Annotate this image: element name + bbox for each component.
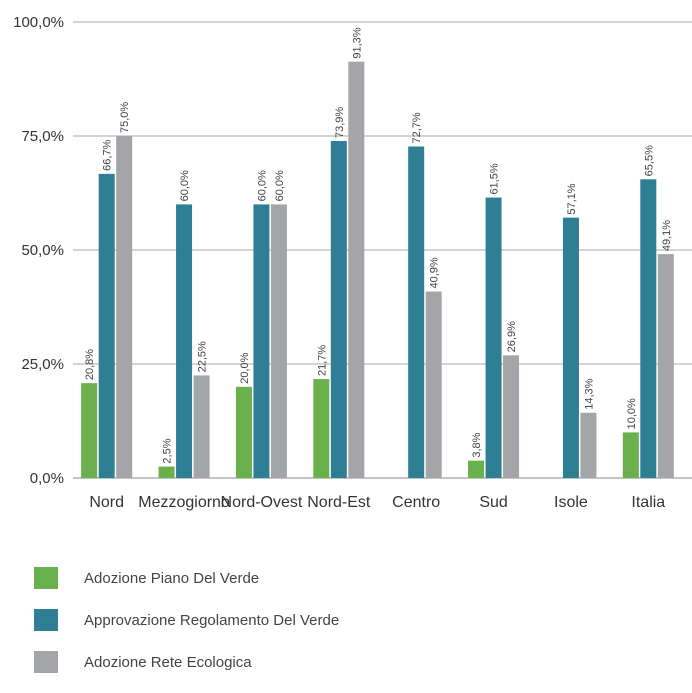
data-label: 20,8% (84, 349, 96, 380)
bar (116, 136, 133, 478)
x-tick-label: Mezzogiorno (138, 494, 230, 511)
legend-label-rete: Adozione Rete Ecologica (84, 653, 252, 671)
data-label: 73,9% (334, 107, 346, 138)
bar (640, 179, 657, 478)
legend-swatch-piano (34, 567, 58, 589)
x-tick-label: Sud (479, 494, 507, 511)
x-tick-label: Nord (89, 494, 124, 511)
x-tick-label: Nord-Ovest (221, 494, 303, 511)
bar (235, 386, 252, 478)
legend-label-piano: Adozione Piano Del Verde (84, 569, 260, 587)
data-label: 72,7% (411, 112, 423, 143)
data-label: 60,0% (179, 170, 191, 201)
data-label: 2,5% (162, 438, 174, 463)
data-label: 49,1% (661, 220, 673, 251)
y-tick-label: 100,0% (13, 14, 64, 31)
data-label: 10,0% (626, 398, 638, 429)
bar (270, 204, 287, 478)
data-label: 65,5% (643, 145, 655, 176)
y-tick-label: 75,0% (21, 128, 64, 145)
x-tick-label: Isole (554, 494, 588, 511)
bar-chart: 0,0% 25,0% 50,0% 75,0% 100,0% 20,8% 66,7% 75,0%… (13, 14, 692, 511)
legend-item-regolamento: Approvazione Regolamento Del Verde (34, 609, 339, 631)
bar (580, 412, 597, 478)
bar (330, 141, 347, 479)
legend-swatch-rete (34, 651, 58, 673)
data-label: 40,9% (429, 257, 441, 288)
x-tick-label: Centro (392, 494, 440, 511)
bar (485, 197, 502, 478)
data-label: 60,0% (256, 170, 268, 201)
data-label: 3,8% (471, 432, 483, 457)
data-label: 91,3% (351, 27, 363, 58)
legend-swatch-regolamento (34, 609, 58, 631)
legend-label-regolamento: Approvazione Regolamento Del Verde (84, 611, 340, 629)
bar (193, 375, 210, 478)
y-tick-label: 0,0% (30, 470, 64, 487)
data-label: 20,0% (239, 352, 251, 383)
bar (158, 466, 175, 478)
bar (503, 355, 520, 478)
legend-item-rete: Adozione Rete Ecologica (34, 651, 339, 673)
y-tick-label: 50,0% (21, 242, 64, 259)
data-label: 21,7% (316, 345, 328, 376)
data-label: 66,7% (102, 139, 114, 170)
bar (622, 432, 639, 478)
bar (253, 204, 270, 478)
bar (468, 460, 485, 478)
data-label: 57,1% (566, 183, 578, 214)
bar (425, 291, 442, 478)
data-label: 75,0% (119, 102, 131, 133)
data-label: 61,5% (489, 163, 501, 194)
bar (81, 383, 98, 478)
bar (657, 254, 674, 478)
bar (408, 146, 425, 478)
data-label: 26,9% (506, 321, 518, 352)
legend-item-piano: Adozione Piano Del Verde (34, 567, 339, 589)
data-label: 14,3% (583, 378, 595, 409)
y-tick-label: 25,0% (21, 356, 64, 373)
bar (176, 204, 193, 478)
bar (348, 61, 365, 479)
x-tick-label: Nord-Est (307, 494, 371, 511)
data-label: 22,5% (197, 341, 209, 372)
bar (98, 173, 115, 478)
data-label: 60,0% (274, 170, 286, 201)
bar (562, 217, 579, 478)
bar (313, 379, 330, 478)
legend: Adozione Piano Del Verde Approvazione Re… (34, 567, 339, 693)
x-tick-label: Italia (631, 494, 665, 511)
